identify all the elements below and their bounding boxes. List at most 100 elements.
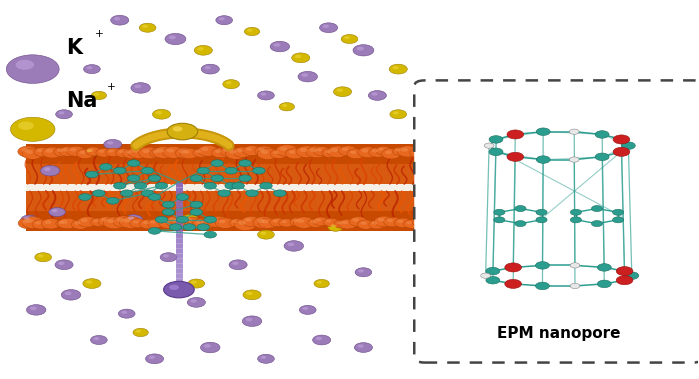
Circle shape (128, 216, 134, 220)
Circle shape (536, 209, 547, 215)
Circle shape (313, 147, 330, 156)
Circle shape (570, 283, 580, 288)
Circle shape (35, 221, 41, 224)
Circle shape (395, 149, 401, 152)
Circle shape (314, 279, 329, 288)
Circle shape (6, 55, 59, 83)
Circle shape (358, 147, 378, 158)
Circle shape (257, 148, 278, 160)
Circle shape (59, 111, 64, 114)
Circle shape (489, 136, 503, 143)
Circle shape (59, 221, 64, 224)
Circle shape (201, 147, 208, 151)
Circle shape (356, 47, 364, 50)
Circle shape (150, 221, 156, 224)
Circle shape (392, 66, 398, 69)
Circle shape (113, 216, 134, 227)
Circle shape (91, 91, 106, 100)
Circle shape (219, 220, 226, 223)
Circle shape (30, 307, 36, 310)
Circle shape (192, 218, 214, 230)
Circle shape (296, 146, 317, 158)
Circle shape (291, 53, 310, 63)
Circle shape (92, 190, 105, 197)
Circle shape (245, 27, 260, 36)
Circle shape (216, 16, 233, 25)
Circle shape (201, 342, 220, 353)
Circle shape (284, 241, 303, 251)
Circle shape (175, 219, 181, 222)
Circle shape (484, 143, 494, 148)
Circle shape (75, 221, 81, 225)
Circle shape (328, 223, 343, 231)
Circle shape (167, 123, 198, 140)
Circle shape (78, 216, 97, 227)
Circle shape (180, 215, 199, 224)
Circle shape (143, 149, 150, 153)
Circle shape (59, 146, 78, 156)
Circle shape (368, 91, 387, 100)
Circle shape (124, 215, 143, 224)
Circle shape (505, 279, 521, 288)
Circle shape (21, 215, 38, 224)
Circle shape (66, 146, 85, 156)
Circle shape (394, 218, 412, 227)
Circle shape (297, 219, 305, 223)
Circle shape (375, 146, 391, 155)
Circle shape (536, 217, 547, 223)
Circle shape (231, 220, 237, 223)
Circle shape (302, 307, 308, 310)
Circle shape (223, 149, 229, 152)
Circle shape (570, 209, 582, 215)
Circle shape (204, 344, 210, 348)
Circle shape (246, 292, 252, 295)
Circle shape (282, 104, 287, 107)
Circle shape (122, 311, 127, 314)
Circle shape (18, 122, 34, 130)
Circle shape (175, 147, 196, 158)
Circle shape (85, 148, 99, 156)
Circle shape (54, 147, 71, 157)
Circle shape (128, 146, 150, 158)
Circle shape (26, 150, 33, 154)
Circle shape (294, 217, 315, 228)
Circle shape (253, 167, 265, 174)
Circle shape (148, 175, 161, 182)
Circle shape (229, 150, 236, 154)
Circle shape (279, 219, 294, 227)
Circle shape (621, 142, 635, 149)
Circle shape (118, 150, 124, 153)
Circle shape (258, 230, 274, 239)
Circle shape (350, 217, 367, 226)
Circle shape (160, 253, 177, 262)
Circle shape (191, 280, 196, 284)
Circle shape (613, 135, 630, 144)
Circle shape (569, 157, 579, 162)
Circle shape (239, 160, 252, 166)
Circle shape (190, 201, 203, 208)
Circle shape (570, 263, 580, 268)
Circle shape (261, 356, 266, 359)
Circle shape (220, 147, 238, 157)
Circle shape (306, 146, 327, 158)
Circle shape (141, 167, 154, 174)
Circle shape (368, 147, 387, 157)
Circle shape (433, 221, 440, 224)
Circle shape (273, 190, 286, 197)
Circle shape (211, 218, 218, 222)
Circle shape (412, 218, 429, 227)
Circle shape (155, 182, 168, 189)
Circle shape (392, 147, 408, 156)
Circle shape (15, 60, 34, 70)
Circle shape (171, 217, 190, 227)
Circle shape (245, 218, 252, 222)
Circle shape (190, 299, 197, 302)
Circle shape (62, 290, 81, 300)
Circle shape (113, 167, 126, 174)
Circle shape (148, 194, 161, 200)
Circle shape (91, 218, 106, 226)
Circle shape (258, 91, 274, 100)
Circle shape (152, 110, 171, 119)
Circle shape (325, 150, 331, 153)
Circle shape (515, 221, 526, 227)
